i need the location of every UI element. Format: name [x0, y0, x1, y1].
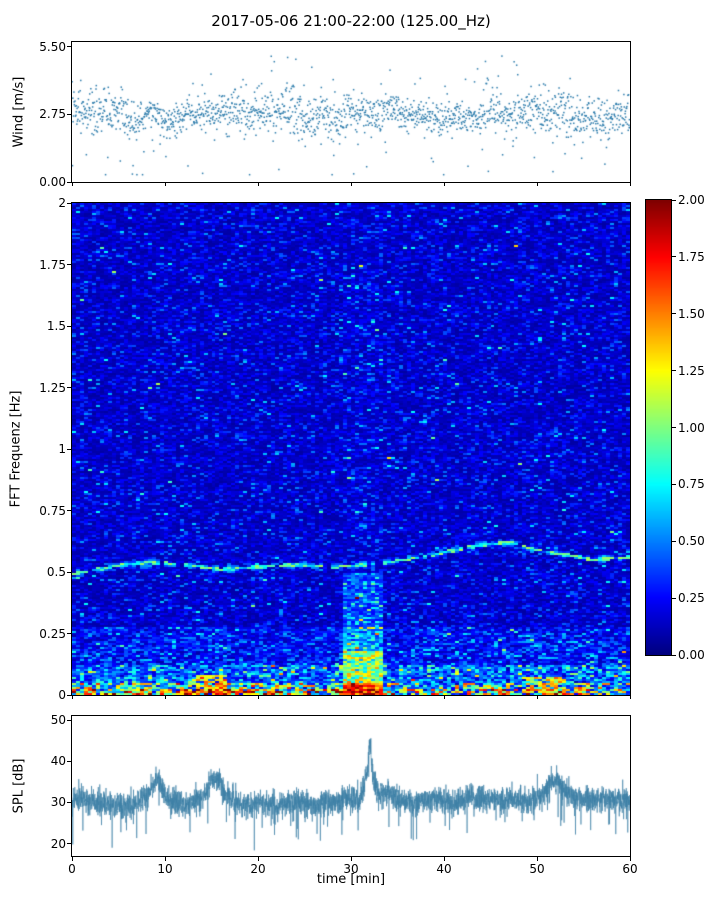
spectrogram-ytick-tick-label: 0: [58, 688, 66, 702]
colorbar-tick-label: 0.50: [678, 534, 705, 549]
spectrogram-ytick-tick-label: 1: [58, 442, 66, 456]
spectrogram-ytick-tick-label: 1.5: [46, 319, 66, 333]
spectrogram-ytick-tick-label: 0.25: [39, 626, 66, 641]
colorbar-tick-label: 0.75: [678, 477, 705, 492]
colorbar-tick-mark: [672, 540, 676, 542]
colorbar-tick-label: 1.25: [678, 363, 705, 378]
wind-ytick-tick-mark: [67, 113, 71, 115]
wind-xtick-mark: [164, 183, 166, 186]
spectrogram-heatmap-canvas: [72, 203, 630, 695]
spl-xtick-mark: [536, 857, 538, 861]
spl-plot-axes: [71, 715, 631, 857]
wind-xtick-mark: [443, 183, 445, 186]
spectrogram-xtick-mark: [71, 696, 73, 699]
spectrogram-ytick-tick-mark: [67, 694, 71, 696]
spectrogram-ytick-tick-label: 0.75: [39, 503, 66, 518]
spectrogram-ytick-tick-mark: [67, 571, 71, 573]
x-tick-label: 0: [68, 862, 76, 876]
wind-ylabel: Wind [m/s]: [11, 76, 27, 148]
colorbar-tick-mark: [672, 654, 676, 656]
wind-xtick-mark: [536, 183, 538, 186]
spectrogram-ytick-tick-label: 1.25: [39, 380, 66, 395]
x-tick-label: 30: [343, 862, 359, 876]
wind-ytick-tick-mark: [67, 181, 71, 183]
spl-xtick-mark: [350, 857, 352, 861]
x-tick-label: 20: [250, 862, 266, 876]
colorbar-tick-label: 0.25: [678, 591, 705, 606]
wind-xtick-mark: [629, 183, 631, 186]
colorbar-tick-mark: [672, 370, 676, 372]
spectrogram-xtick-mark: [257, 696, 259, 699]
colorbar-tick-mark: [672, 256, 676, 258]
colorbar-tick-label: 1.00: [678, 420, 705, 435]
colorbar-tick-label: 1.75: [678, 249, 705, 264]
spectrogram-xtick-mark: [536, 696, 538, 699]
spectrogram-ytick-tick-label: 1.75: [39, 257, 66, 272]
spl-ytick-tick-label: 20: [50, 836, 66, 851]
spectrogram-ytick-tick-mark: [67, 633, 71, 634]
colorbar-tick-label: 2.00: [678, 193, 705, 207]
spl-ytick-tick-label: 30: [50, 795, 66, 810]
spectrogram-ytick-tick-mark: [67, 264, 71, 265]
spl-ytick-tick-mark: [67, 719, 71, 721]
spl-xtick-mark: [629, 857, 631, 861]
wind-ytick-tick-label: 5.50: [39, 39, 66, 54]
spectrogram-ytick-tick-mark: [67, 448, 71, 450]
wind-xtick-mark: [71, 183, 73, 186]
wind-scatter-canvas: [72, 42, 630, 182]
spl-ylabel: SPL [dB]: [11, 758, 27, 814]
wind-plot-axes: [71, 41, 631, 183]
spl-xtick-mark: [164, 857, 166, 861]
spectrogram-xtick-mark: [164, 696, 166, 699]
chart-title: 2017-05-06 21:00-22:00 (125.00_Hz): [211, 12, 491, 30]
spectrogram-ylabel: FFT Frequenz [Hz]: [8, 390, 24, 508]
colorbar-tick-mark: [672, 313, 676, 315]
spl-xtick-mark: [443, 857, 445, 861]
colorbar-tick-label: 1.50: [678, 306, 705, 321]
spectrogram-axes: [71, 202, 631, 696]
spl-xtick-mark: [257, 857, 259, 861]
spectrogram-ytick-tick-label: 0.5: [46, 565, 66, 579]
spectrogram-ytick-tick-label: 2: [58, 196, 66, 210]
spl-ytick-tick-mark: [67, 760, 71, 762]
colorbar-tick-mark: [672, 427, 676, 428]
wind-ytick-tick-label: 2.75: [39, 107, 66, 122]
colorbar: [645, 199, 672, 656]
spectrogram-xtick-mark: [629, 696, 631, 699]
x-tick-label: 60: [622, 862, 638, 876]
wind-ytick-tick-label: 0.00: [39, 175, 66, 189]
spectrogram-ytick-tick-mark: [67, 387, 71, 388]
colorbar-tick-label: 0.00: [678, 648, 705, 662]
x-tick-label: 10: [157, 862, 173, 876]
x-tick-label: 40: [436, 862, 452, 876]
colorbar-canvas: [646, 200, 671, 655]
spectrogram-xtick-mark: [443, 696, 445, 699]
wind-xtick-mark: [257, 183, 259, 186]
x-axis-label: time [min]: [316, 872, 386, 887]
x-tick-label: 50: [529, 862, 545, 876]
wind-ytick-tick-mark: [67, 46, 71, 48]
spectrogram-xtick-mark: [350, 696, 352, 699]
spectrogram-ytick-tick-mark: [67, 325, 71, 327]
spl-ytick-tick-label: 50: [50, 713, 66, 728]
spl-xtick-mark: [71, 857, 73, 861]
colorbar-tick-mark: [672, 483, 676, 485]
wind-xtick-mark: [350, 183, 352, 186]
spl-line-canvas: [72, 716, 630, 856]
spl-ytick-tick-mark: [67, 843, 71, 845]
spectrogram-ytick-tick-mark: [67, 202, 71, 204]
spectrogram-ytick-tick-mark: [67, 510, 71, 511]
spl-ytick-tick-mark: [67, 801, 71, 803]
spl-ytick-tick-label: 40: [50, 754, 66, 769]
colorbar-tick-mark: [672, 597, 676, 599]
colorbar-tick-mark: [672, 199, 676, 201]
